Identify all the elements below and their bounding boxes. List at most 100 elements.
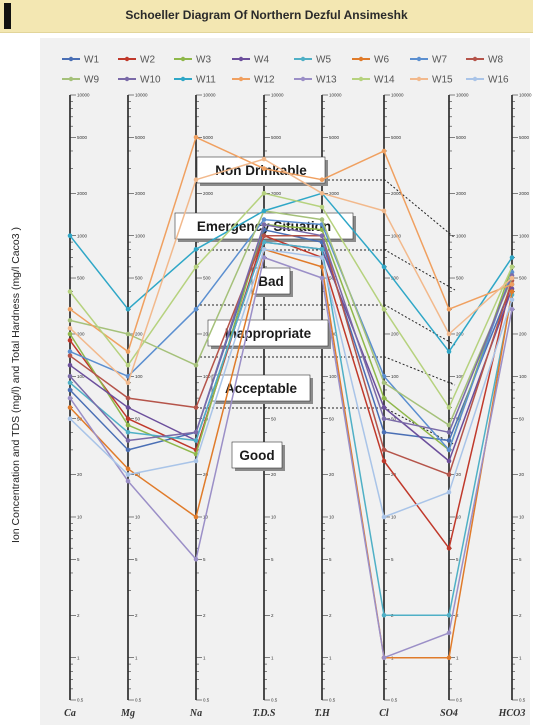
data-point xyxy=(381,148,387,154)
legend-item-w7: W7 xyxy=(410,55,447,66)
legend-label: W9 xyxy=(84,75,99,86)
tick-label: 10000 xyxy=(271,93,284,98)
data-point xyxy=(509,297,515,303)
data-point xyxy=(67,405,73,410)
tick-label: 5000 xyxy=(271,135,282,140)
title-bar: Schoeller Diagram Of Northern Dezful Ans… xyxy=(0,0,533,33)
legend-item-w10: W10 xyxy=(118,75,161,86)
data-point xyxy=(446,349,452,354)
data-point xyxy=(381,306,387,312)
axis-mg: 0.5 1 2 5 10 20 50 100 200 500 1000 2000 5000 10000 Mg xyxy=(120,93,148,719)
tick-label: 10000 xyxy=(329,93,342,98)
legend-item-w8: W8 xyxy=(466,55,503,66)
zone-boundary xyxy=(200,304,456,346)
tick-label: 500 xyxy=(135,276,143,281)
tick-label: 0.5 xyxy=(77,698,84,703)
data-point xyxy=(319,217,325,222)
legend-label: W16 xyxy=(488,75,509,86)
tick-label: 1000 xyxy=(391,233,402,238)
data-point xyxy=(319,233,325,238)
data-point xyxy=(381,447,387,453)
data-point xyxy=(125,331,131,337)
series-line xyxy=(69,192,513,353)
tick-label: 5000 xyxy=(456,135,467,140)
tick-label: 200 xyxy=(77,332,85,337)
tick-label: 50 xyxy=(135,416,141,421)
tick-label: 10000 xyxy=(456,93,469,98)
tick-label: 2 xyxy=(519,613,522,618)
tick-label: 50 xyxy=(329,416,335,421)
data-point xyxy=(193,438,199,443)
tick-label: 5000 xyxy=(203,135,214,140)
data-point xyxy=(261,191,267,196)
tick-label: 20 xyxy=(271,472,277,477)
tick-label: 2000 xyxy=(135,191,146,196)
data-point xyxy=(381,416,387,422)
data-point xyxy=(193,306,199,312)
series-w5 xyxy=(67,239,515,618)
data-point xyxy=(125,306,131,312)
series-line xyxy=(69,223,513,442)
legend-item-w5: W5 xyxy=(294,55,331,66)
tick-label: 50 xyxy=(456,416,462,421)
legend-marker xyxy=(68,76,74,82)
data-point xyxy=(193,557,199,562)
tick-label: 100 xyxy=(519,374,527,379)
data-point xyxy=(67,395,73,401)
series-w11 xyxy=(67,191,515,354)
tick-label: 20 xyxy=(519,472,525,477)
data-point xyxy=(67,306,73,312)
zone-acceptable: Acceptable xyxy=(211,374,313,404)
tick-label: 5 xyxy=(135,557,138,562)
tick-label: 0.5 xyxy=(519,698,526,703)
data-point xyxy=(125,478,131,484)
legend-marker xyxy=(416,56,422,62)
legend-marker xyxy=(124,76,130,82)
data-point xyxy=(125,380,131,386)
tick-label: 2000 xyxy=(391,191,402,196)
series-line xyxy=(69,256,513,659)
data-point xyxy=(193,458,199,464)
tick-label: 10000 xyxy=(77,93,90,98)
tick-label: 0.5 xyxy=(329,698,336,703)
series-line xyxy=(69,158,513,384)
tick-label: 2000 xyxy=(456,191,467,196)
series-line xyxy=(69,241,513,617)
legend-label: W4 xyxy=(254,55,269,66)
data-point xyxy=(381,380,387,386)
data-point xyxy=(67,233,73,238)
data-point xyxy=(125,430,131,435)
data-point xyxy=(381,405,387,410)
legend-item-w13: W13 xyxy=(294,75,337,86)
data-point xyxy=(446,545,452,551)
data-point xyxy=(446,331,452,337)
zone-label: Good xyxy=(239,448,274,463)
tick-label: 200 xyxy=(203,332,211,337)
tick-label: 1000 xyxy=(456,233,467,238)
data-point xyxy=(261,233,267,238)
tick-label: 500 xyxy=(77,276,85,281)
tick-label: 10 xyxy=(77,515,83,520)
series-line xyxy=(69,223,513,455)
data-point xyxy=(446,613,452,618)
category-label: Cl xyxy=(379,708,389,719)
tick-label: 10 xyxy=(135,515,141,520)
legend-item-w3: W3 xyxy=(174,55,211,66)
legend-marker xyxy=(300,56,306,62)
tick-label: 2 xyxy=(329,613,332,618)
zone-inappropriate: Inappropriate xyxy=(207,319,331,349)
axes: 0.5 1 2 5 10 20 50 100 200 500 1000 2000 5000 10000 Ca… xyxy=(64,93,532,719)
legend-item-w11: W11 xyxy=(174,75,216,86)
zone-boundary xyxy=(200,356,456,386)
data-point xyxy=(125,416,131,422)
legend-label: W2 xyxy=(140,55,155,66)
tick-label: 5 xyxy=(271,557,274,562)
data-point xyxy=(67,349,73,354)
legend-label: W6 xyxy=(374,55,389,66)
data-point xyxy=(67,289,73,294)
legend-label: W15 xyxy=(432,75,453,86)
data-point xyxy=(446,472,452,477)
series-line xyxy=(69,248,513,659)
